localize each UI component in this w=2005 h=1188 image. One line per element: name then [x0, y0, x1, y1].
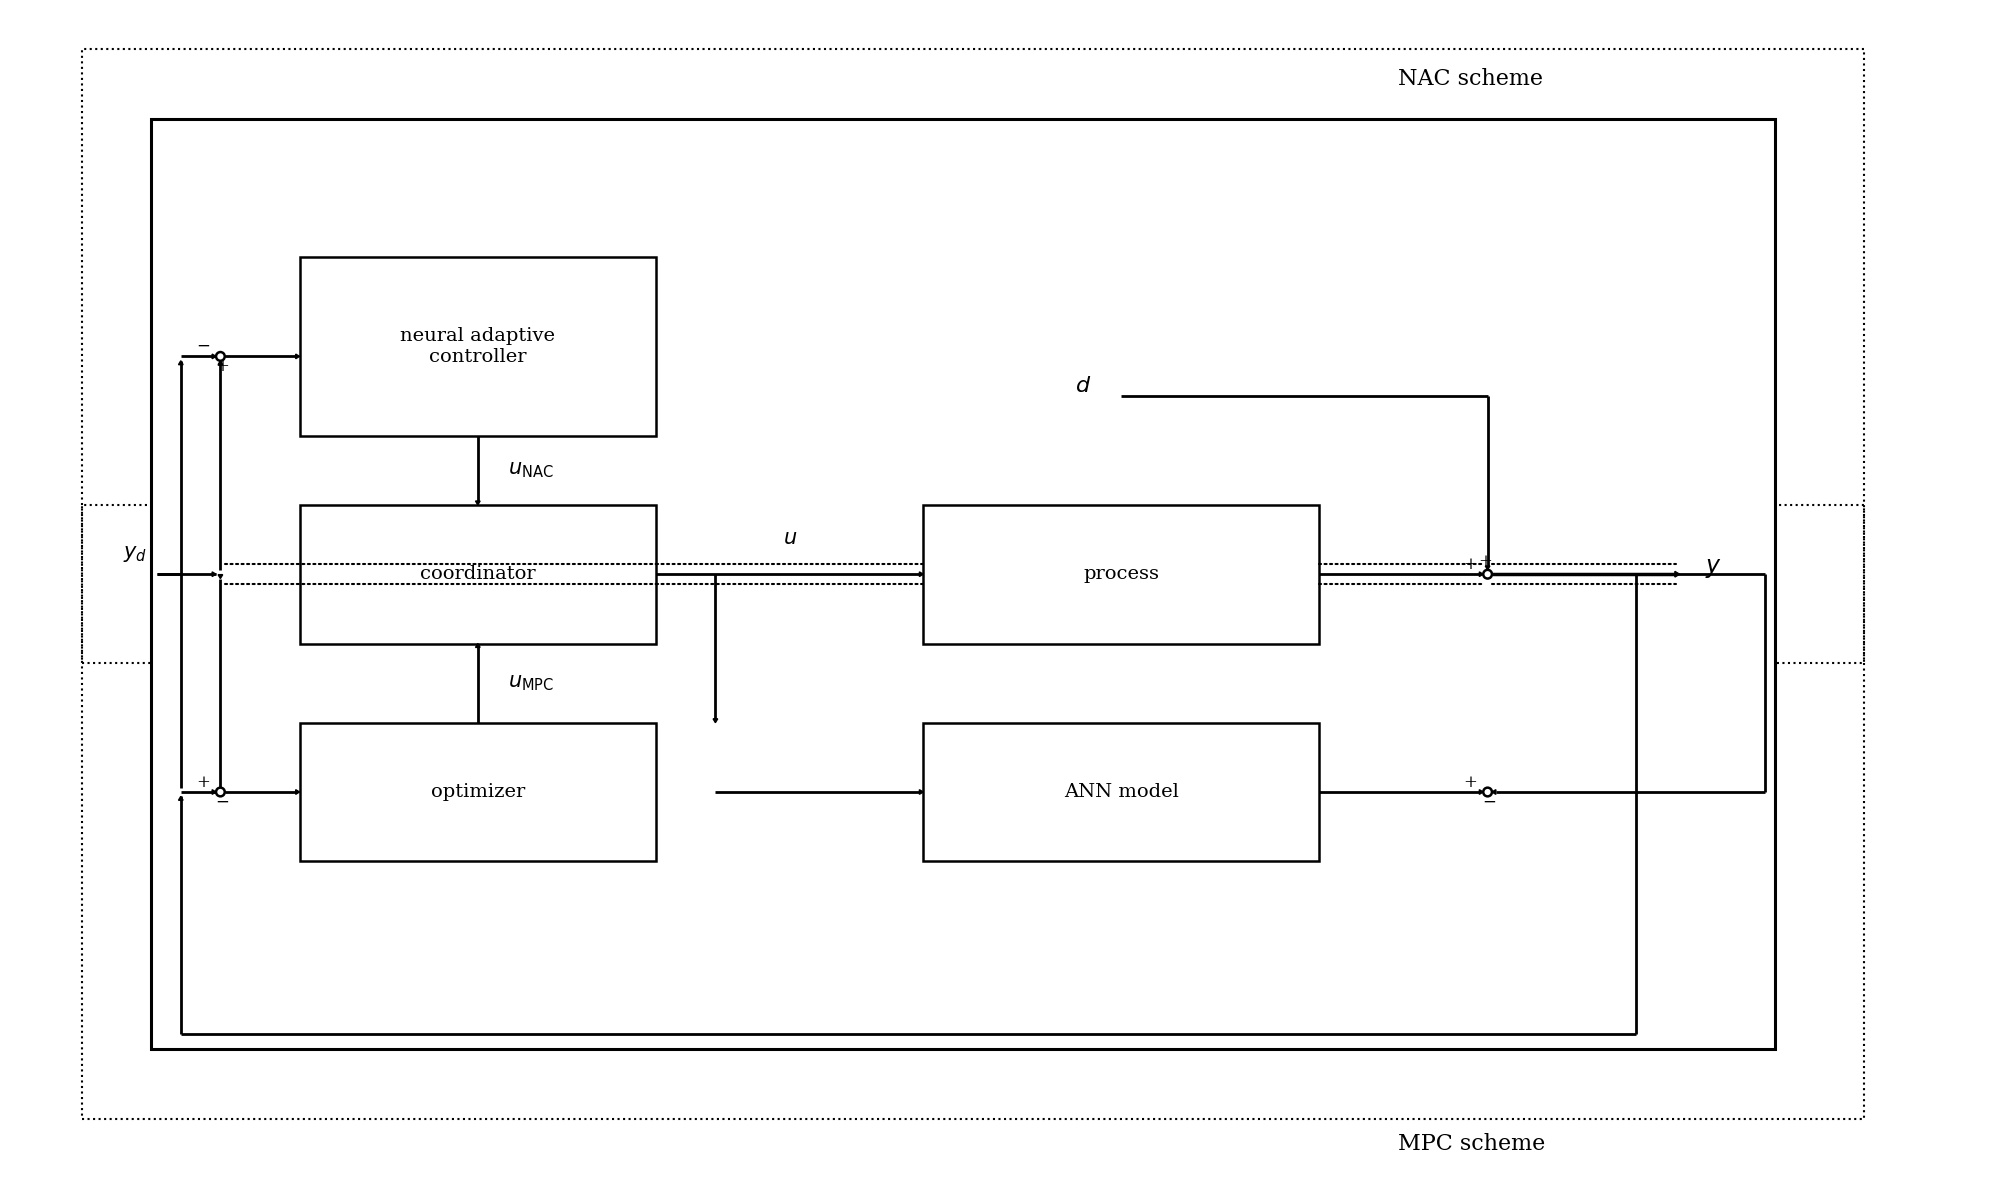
- Polygon shape: [920, 571, 922, 576]
- Text: optimizer: optimizer: [431, 783, 525, 801]
- Circle shape: [1484, 570, 1492, 579]
- Polygon shape: [475, 501, 479, 505]
- Text: −: −: [196, 339, 211, 355]
- Polygon shape: [1480, 790, 1484, 795]
- Text: $u_{\mathrm{NAC}}$: $u_{\mathrm{NAC}}$: [507, 461, 553, 480]
- Bar: [299, 722, 656, 861]
- Text: $u_{\mathrm{MPC}}$: $u_{\mathrm{MPC}}$: [507, 674, 553, 693]
- Polygon shape: [1492, 790, 1496, 795]
- Text: MPC scheme: MPC scheme: [1399, 1133, 1546, 1156]
- Text: coordinator: coordinator: [419, 565, 535, 583]
- Polygon shape: [1486, 565, 1490, 570]
- Text: neural adaptive
controller: neural adaptive controller: [401, 327, 555, 366]
- Circle shape: [217, 788, 225, 796]
- Text: +: +: [1478, 554, 1492, 570]
- Polygon shape: [213, 790, 217, 795]
- Text: $d$: $d$: [1075, 375, 1091, 397]
- Text: +: +: [196, 773, 211, 790]
- Text: $u$: $u$: [782, 529, 796, 548]
- Bar: [922, 505, 1319, 644]
- Polygon shape: [1480, 571, 1484, 576]
- Polygon shape: [295, 790, 299, 795]
- Text: $y$: $y$: [1706, 557, 1722, 580]
- Text: +: +: [1464, 773, 1478, 790]
- Bar: [150, 119, 1774, 1049]
- Text: +: +: [215, 359, 229, 375]
- Text: ANN model: ANN model: [1065, 783, 1179, 801]
- Bar: [922, 722, 1319, 861]
- Text: +: +: [1464, 556, 1478, 573]
- Text: process: process: [1083, 565, 1159, 583]
- Circle shape: [1484, 788, 1492, 796]
- Polygon shape: [714, 719, 718, 722]
- Polygon shape: [178, 361, 182, 365]
- Circle shape: [217, 352, 225, 361]
- Text: −: −: [215, 794, 229, 810]
- Polygon shape: [295, 354, 299, 359]
- Text: −: −: [1482, 794, 1496, 810]
- Text: $y_d$: $y_d$: [122, 544, 146, 564]
- Polygon shape: [475, 644, 479, 647]
- Text: NAC scheme: NAC scheme: [1399, 68, 1544, 90]
- Bar: [82, 505, 1865, 1119]
- Polygon shape: [219, 361, 223, 365]
- Polygon shape: [213, 571, 217, 576]
- Polygon shape: [1674, 571, 1680, 577]
- Bar: [299, 258, 656, 436]
- Polygon shape: [178, 796, 182, 801]
- Polygon shape: [213, 354, 217, 359]
- Bar: [82, 50, 1865, 663]
- Bar: [299, 505, 656, 644]
- Polygon shape: [219, 575, 223, 579]
- Polygon shape: [920, 790, 922, 795]
